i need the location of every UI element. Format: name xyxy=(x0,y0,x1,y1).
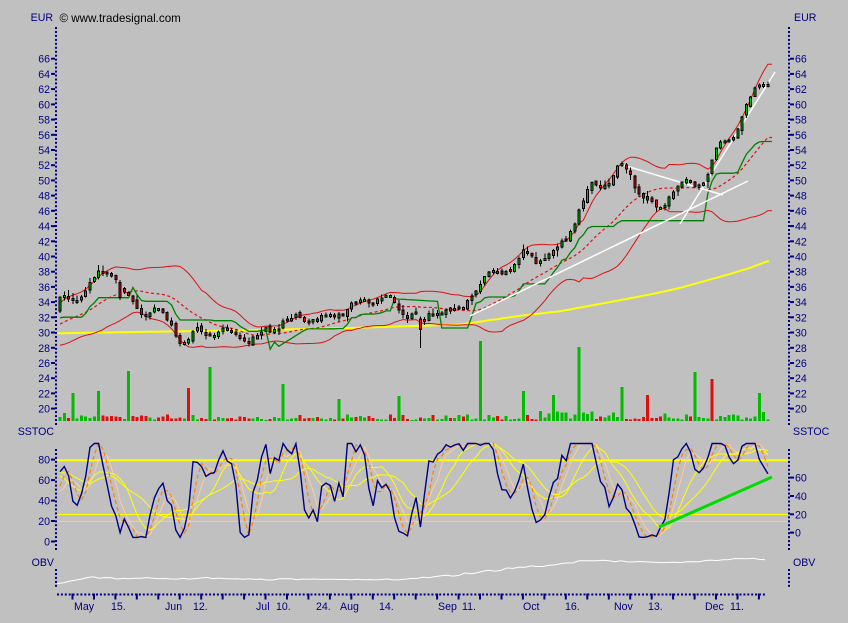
svg-text:EUR: EUR xyxy=(31,12,54,24)
svg-text:38: 38 xyxy=(795,267,807,279)
svg-text:OBV: OBV xyxy=(32,557,55,569)
svg-text:64: 64 xyxy=(38,69,50,81)
svg-text:46: 46 xyxy=(38,206,50,218)
svg-text:Jun: Jun xyxy=(165,601,182,613)
svg-text:32: 32 xyxy=(795,312,807,324)
svg-text:24.: 24. xyxy=(316,601,331,613)
svg-text:60: 60 xyxy=(795,99,807,111)
svg-text:40: 40 xyxy=(795,491,807,503)
svg-text:60: 60 xyxy=(795,473,807,485)
svg-text:52: 52 xyxy=(38,160,50,172)
svg-text:Jul: Jul xyxy=(256,601,270,613)
svg-text:42: 42 xyxy=(795,236,807,248)
svg-text:44: 44 xyxy=(38,221,50,233)
svg-text:40: 40 xyxy=(795,252,807,264)
svg-text:50: 50 xyxy=(795,175,807,187)
svg-text:66: 66 xyxy=(795,54,807,66)
svg-text:64: 64 xyxy=(795,69,807,81)
svg-text:22: 22 xyxy=(38,388,50,400)
svg-text:36: 36 xyxy=(38,282,50,294)
svg-text:32: 32 xyxy=(38,312,50,324)
svg-text:Sep: Sep xyxy=(438,601,457,613)
svg-text:34: 34 xyxy=(38,297,50,309)
svg-text:30: 30 xyxy=(38,328,50,340)
svg-text:52: 52 xyxy=(795,160,807,172)
svg-text:Dec: Dec xyxy=(705,601,725,613)
svg-text:62: 62 xyxy=(38,84,50,96)
svg-text:0: 0 xyxy=(795,528,801,540)
svg-text:28: 28 xyxy=(38,343,50,355)
svg-text:56: 56 xyxy=(795,130,807,142)
svg-text:24: 24 xyxy=(38,373,50,385)
svg-text:15.: 15. xyxy=(111,601,126,613)
svg-text:54: 54 xyxy=(795,145,807,157)
svg-text:60: 60 xyxy=(38,475,50,487)
svg-text:20: 20 xyxy=(38,404,50,416)
svg-text:26: 26 xyxy=(795,358,807,370)
svg-text:16.: 16. xyxy=(565,601,580,613)
svg-text:58: 58 xyxy=(795,115,807,127)
svg-text:24: 24 xyxy=(795,373,807,385)
svg-text:11.: 11. xyxy=(462,601,476,613)
svg-text:66: 66 xyxy=(38,54,50,66)
svg-text:38: 38 xyxy=(38,267,50,279)
svg-text:26: 26 xyxy=(38,358,50,370)
svg-text:EUR: EUR xyxy=(794,12,817,24)
svg-text:58: 58 xyxy=(38,115,50,127)
svg-text:60: 60 xyxy=(38,99,50,111)
svg-text:50: 50 xyxy=(38,175,50,187)
svg-text:0: 0 xyxy=(44,537,50,549)
svg-text:13.: 13. xyxy=(648,601,663,613)
svg-text:10.: 10. xyxy=(276,601,291,613)
svg-text:46: 46 xyxy=(795,206,807,218)
svg-text:40: 40 xyxy=(38,496,50,508)
svg-text:36: 36 xyxy=(795,282,807,294)
svg-text:20: 20 xyxy=(795,509,807,521)
svg-text:Aug: Aug xyxy=(340,601,359,613)
svg-text:40: 40 xyxy=(38,252,50,264)
svg-text:11.: 11. xyxy=(730,601,744,613)
svg-text:SSTOC: SSTOC xyxy=(18,426,55,438)
svg-text:OBV: OBV xyxy=(793,557,816,569)
svg-text:62: 62 xyxy=(795,84,807,96)
svg-text:SSTOC: SSTOC xyxy=(793,426,830,438)
svg-text:42: 42 xyxy=(38,236,50,248)
svg-text:14.: 14. xyxy=(379,601,394,613)
svg-text:28: 28 xyxy=(795,343,807,355)
svg-text:© www.tradesignal.com: © www.tradesignal.com xyxy=(60,12,181,25)
svg-text:34: 34 xyxy=(795,297,807,309)
svg-text:20: 20 xyxy=(795,404,807,416)
svg-text:12.: 12. xyxy=(193,601,208,613)
svg-text:48: 48 xyxy=(38,191,50,203)
svg-text:Nov: Nov xyxy=(614,601,634,613)
svg-text:44: 44 xyxy=(795,221,807,233)
svg-text:30: 30 xyxy=(795,328,807,340)
svg-text:22: 22 xyxy=(795,388,807,400)
svg-text:48: 48 xyxy=(795,191,807,203)
svg-text:May: May xyxy=(74,601,95,613)
svg-text:20: 20 xyxy=(38,516,50,528)
svg-text:Oct: Oct xyxy=(523,601,540,613)
svg-text:80: 80 xyxy=(38,455,50,467)
svg-text:56: 56 xyxy=(38,130,50,142)
svg-text:54: 54 xyxy=(38,145,50,157)
